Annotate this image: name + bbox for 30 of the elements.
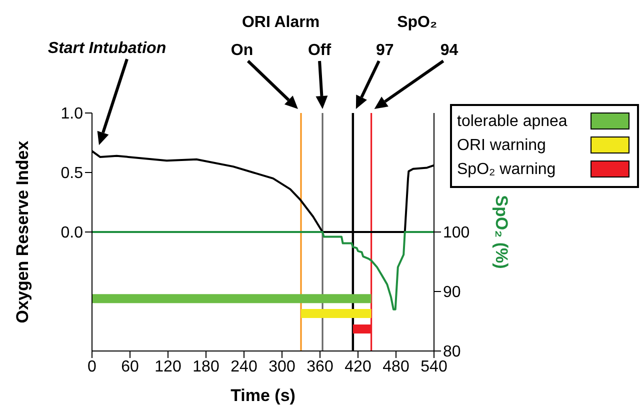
line-series [92, 231, 434, 310]
text: ORI warning [457, 137, 546, 154]
text: SpO₂ [397, 14, 438, 31]
y2-tick-label: 90 [443, 284, 461, 302]
y2-axis-title: SpO₂ (%) [492, 195, 511, 269]
text: Start Intubation [48, 40, 166, 58]
x-tick-label: 120 [154, 358, 182, 376]
x-tick-label: 480 [382, 358, 410, 376]
x-tick-label: 240 [230, 358, 258, 376]
text: 94 [440, 42, 458, 59]
x-tick-label: 300 [268, 358, 296, 376]
text: 97 [376, 42, 394, 59]
x-tick-label: 420 [344, 358, 372, 376]
x-tick-label: 180 [192, 358, 220, 376]
text: On [230, 42, 254, 59]
x-tick-label: 0 [88, 358, 97, 376]
y-tick-label: 1.0 [60, 106, 84, 123]
y-tick-label: 0.0 [60, 224, 84, 242]
legend-label: tolerable apnea [457, 113, 568, 130]
y-axis-title: Oxygen Reserve Index [13, 140, 32, 324]
y2-tick-label: 80 [443, 344, 461, 361]
x-axis-title: Time (s) [230, 386, 296, 405]
x-tick-label: 540 [420, 358, 448, 376]
legend-label: SpO₂ warning [457, 161, 556, 178]
y2-tick-label: 100 [443, 224, 470, 242]
text: ORI Alarm [242, 14, 320, 31]
x-tick-label: 360 [306, 358, 334, 376]
text: Off [308, 42, 332, 59]
x-tick-label: 60 [121, 358, 139, 376]
y-tick-label: 0.5 [60, 165, 84, 182]
